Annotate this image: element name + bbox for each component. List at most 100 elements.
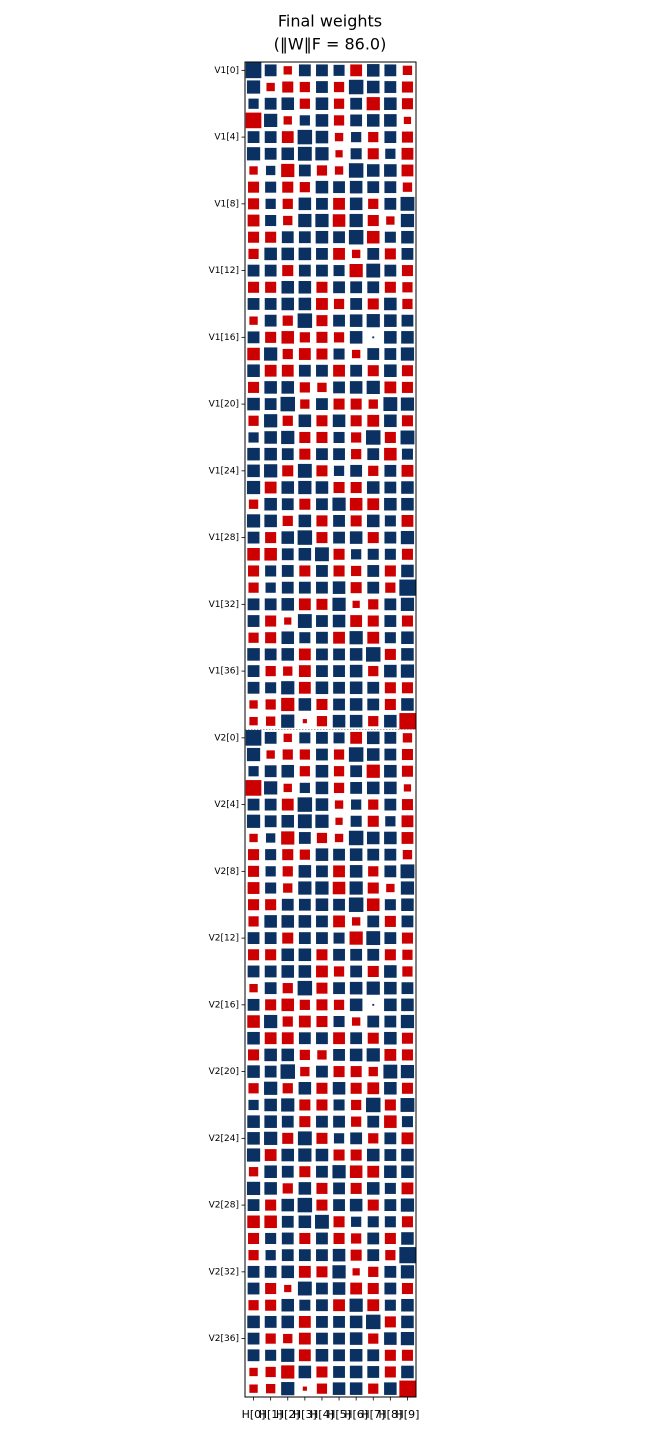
weight-square bbox=[333, 1232, 345, 1244]
weight-square bbox=[264, 1265, 277, 1278]
weight-square bbox=[401, 1298, 414, 1312]
weight-square bbox=[384, 748, 397, 761]
weight-square bbox=[351, 131, 362, 143]
weight-square bbox=[281, 381, 295, 394]
weight-square bbox=[384, 1165, 397, 1178]
weight-square bbox=[401, 815, 414, 828]
weight-square bbox=[368, 131, 379, 143]
weight-square bbox=[384, 314, 397, 327]
weight-square bbox=[265, 231, 277, 243]
weight-square bbox=[316, 398, 328, 411]
weight-square bbox=[248, 565, 260, 577]
weight-square bbox=[315, 764, 329, 778]
weight-square bbox=[265, 615, 277, 627]
weight-square bbox=[247, 648, 260, 661]
weight-square bbox=[248, 231, 260, 243]
weight-square bbox=[367, 1232, 380, 1245]
weight-square bbox=[333, 932, 345, 944]
weight-square bbox=[281, 1165, 294, 1178]
weight-square bbox=[264, 915, 277, 928]
weight-square bbox=[299, 1099, 311, 1111]
weight-square bbox=[299, 1116, 311, 1128]
weight-square bbox=[367, 1082, 380, 1095]
weight-square bbox=[400, 1014, 415, 1029]
weight-square bbox=[385, 148, 396, 159]
weight-square bbox=[384, 865, 397, 878]
weight-square bbox=[248, 381, 260, 393]
weight-square bbox=[366, 931, 381, 946]
weight-square bbox=[349, 681, 363, 695]
weight-square bbox=[264, 1081, 278, 1095]
weight-square bbox=[264, 1065, 277, 1078]
weight-square bbox=[366, 230, 380, 244]
weight-square bbox=[264, 147, 277, 160]
weight-square bbox=[332, 414, 346, 428]
weight-square bbox=[265, 181, 277, 193]
weight-square bbox=[401, 1132, 414, 1145]
weight-square bbox=[334, 166, 344, 175]
weight-square bbox=[334, 833, 344, 843]
weight-square bbox=[401, 1165, 414, 1178]
weight-square bbox=[349, 648, 363, 661]
weight-square bbox=[384, 381, 397, 394]
weight-square bbox=[283, 883, 293, 893]
weight-square bbox=[298, 264, 311, 277]
weight-square bbox=[401, 648, 414, 661]
weight-square bbox=[368, 716, 379, 727]
weight-square bbox=[367, 1366, 380, 1378]
weight-square bbox=[351, 799, 362, 810]
weight-square bbox=[401, 464, 414, 477]
weight-square bbox=[264, 1014, 278, 1029]
weight-square bbox=[366, 1314, 381, 1330]
weight-square bbox=[384, 248, 396, 260]
weight-square bbox=[298, 64, 311, 77]
weight-square bbox=[400, 1064, 415, 1079]
weight-square bbox=[299, 782, 310, 794]
weight-square bbox=[367, 1283, 379, 1295]
x-tick-label: H[5] bbox=[327, 1408, 351, 1421]
weight-square bbox=[334, 132, 344, 142]
weight-square bbox=[298, 1349, 311, 1362]
weight-square bbox=[367, 548, 379, 560]
weight-square bbox=[316, 865, 328, 878]
weight-square bbox=[316, 1165, 328, 1178]
weight-square bbox=[265, 1283, 277, 1295]
weight-square bbox=[297, 530, 313, 545]
weight-square bbox=[316, 1249, 328, 1262]
weight-square bbox=[349, 931, 363, 945]
weight-square bbox=[248, 849, 260, 861]
weight-square bbox=[299, 732, 311, 744]
weight-square bbox=[400, 664, 415, 678]
weight-square bbox=[316, 264, 328, 277]
weight-square bbox=[265, 215, 277, 227]
weight-square bbox=[298, 965, 312, 978]
weight-square bbox=[366, 831, 380, 845]
weight-square bbox=[366, 1148, 380, 1162]
weight-square bbox=[316, 1115, 328, 1128]
y-tick-label: V1[0] bbox=[214, 66, 239, 76]
weight-square bbox=[351, 432, 362, 443]
y-tick-label: V2[28] bbox=[209, 1201, 239, 1211]
weight-square bbox=[401, 497, 414, 511]
weight-square bbox=[297, 980, 313, 996]
x-tick-label: H[1] bbox=[259, 1408, 283, 1421]
weight-square bbox=[350, 1082, 362, 1094]
weight-square bbox=[315, 1349, 329, 1362]
weight-square bbox=[348, 897, 364, 912]
weight-square bbox=[384, 1031, 397, 1045]
weight-square bbox=[264, 781, 278, 795]
weight-square bbox=[400, 1098, 415, 1112]
weight-square bbox=[297, 614, 312, 628]
weight-square bbox=[298, 881, 312, 895]
weight-square bbox=[401, 131, 413, 143]
weight-square bbox=[317, 382, 327, 393]
weight-square bbox=[333, 548, 345, 560]
weight-square bbox=[264, 414, 278, 428]
weight-square bbox=[316, 1315, 328, 1328]
weight-square bbox=[281, 697, 295, 712]
weight-square bbox=[299, 565, 311, 577]
weight-square bbox=[383, 397, 398, 412]
weight-square bbox=[265, 331, 277, 343]
weight-square bbox=[384, 1232, 396, 1244]
weight-square bbox=[333, 1349, 345, 1362]
